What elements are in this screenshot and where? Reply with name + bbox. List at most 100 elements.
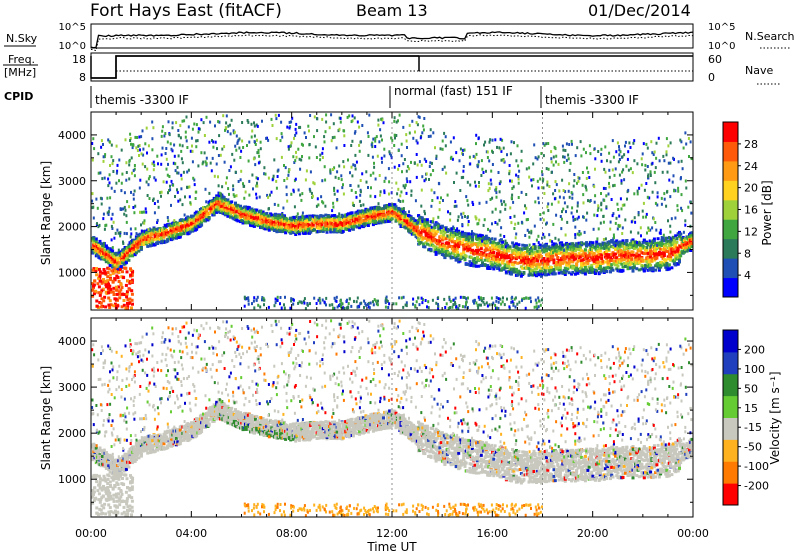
power-cell	[195, 227, 199, 231]
power-cell	[181, 161, 184, 165]
power-cell	[649, 267, 653, 270]
nsky-panel: N.Sky 10^5 10^0 10^5 10^0 N.Search	[4, 22, 795, 52]
power-cell	[561, 261, 565, 265]
power-cell	[560, 241, 564, 245]
power-cell	[350, 144, 353, 147]
power-cell	[361, 124, 364, 127]
power-cell	[110, 238, 113, 242]
power-cell	[666, 170, 669, 174]
power-cell	[365, 180, 368, 184]
power-cell	[488, 248, 492, 252]
power-cell	[229, 132, 232, 136]
power-cell	[459, 231, 462, 235]
power-cell	[211, 199, 215, 202]
power-cell	[486, 244, 490, 248]
power-cell	[661, 236, 665, 240]
power-cell	[573, 252, 577, 256]
power-cell	[524, 244, 528, 248]
power-cell	[438, 201, 441, 204]
power-cell	[203, 151, 206, 155]
power-cell	[196, 219, 200, 223]
power-cell	[654, 268, 658, 272]
power-cell	[456, 246, 459, 250]
power-cell	[175, 227, 178, 231]
power-cell	[197, 127, 200, 131]
power-cell	[562, 155, 564, 159]
power-cell	[562, 207, 565, 211]
power-cell	[680, 140, 683, 144]
power-cell	[319, 226, 323, 230]
power-cell	[348, 228, 352, 232]
power-cell	[107, 261, 111, 265]
power-cell	[513, 250, 517, 254]
power-cell	[321, 200, 324, 204]
power-cell	[635, 244, 639, 248]
power-cell	[409, 219, 413, 222]
power-cell	[377, 123, 380, 127]
power-cell	[232, 193, 235, 197]
power-cell	[382, 209, 385, 213]
power-cell	[137, 234, 141, 238]
power-cell	[403, 186, 406, 190]
power-cell	[545, 243, 548, 247]
power-cell	[549, 239, 552, 243]
power-cell	[663, 239, 665, 242]
power-cell	[442, 199, 444, 202]
power-cell	[491, 222, 493, 226]
power-cell	[561, 178, 564, 182]
power-cell	[500, 226, 503, 230]
power-cell	[123, 231, 126, 235]
power-cell	[324, 221, 328, 225]
power-cell	[425, 218, 429, 222]
power-cell	[422, 236, 426, 240]
power-cell	[462, 251, 466, 255]
power-cell	[664, 265, 668, 269]
power-cell	[149, 243, 153, 247]
power-cell	[132, 206, 135, 209]
power-cell	[119, 265, 123, 269]
power-cell	[324, 213, 328, 217]
power-cell	[604, 237, 607, 241]
power-cell	[583, 264, 587, 268]
power-cell	[575, 262, 579, 266]
power-cell	[509, 152, 512, 156]
power-cell	[571, 260, 575, 264]
power-cell	[220, 203, 224, 207]
power-cell	[488, 140, 491, 144]
power-cell	[474, 180, 476, 184]
power-cell	[165, 229, 168, 233]
power-cell	[497, 249, 501, 253]
power-cell	[255, 138, 258, 142]
power-cell	[260, 212, 264, 216]
power-cell	[532, 243, 536, 247]
power-cell	[267, 227, 271, 230]
power-cell	[648, 239, 651, 243]
power-cell	[255, 208, 259, 212]
power-cell	[499, 246, 503, 250]
power-cell	[605, 270, 609, 274]
power-cell	[135, 146, 138, 150]
power-cell	[350, 120, 353, 124]
power-cell	[513, 260, 517, 264]
power-cell	[311, 194, 314, 198]
power-cell	[474, 234, 477, 238]
power-cell	[382, 207, 385, 211]
power-cell	[420, 216, 424, 220]
power-cell	[179, 124, 182, 128]
power-cell	[489, 240, 492, 244]
power-cell	[128, 205, 131, 209]
power-cell	[417, 234, 421, 238]
power-cell	[616, 264, 620, 268]
power-cell	[604, 187, 607, 190]
power-cell	[644, 266, 648, 270]
power-cell	[113, 189, 116, 193]
power-cell	[318, 229, 321, 233]
power-cell	[650, 140, 653, 144]
power-cell	[398, 207, 402, 211]
power-cell	[471, 238, 474, 242]
power-cell	[655, 247, 659, 251]
power-cell	[508, 259, 512, 263]
power-cell	[679, 254, 683, 258]
power-cell	[600, 257, 604, 261]
power-cell	[415, 236, 419, 240]
